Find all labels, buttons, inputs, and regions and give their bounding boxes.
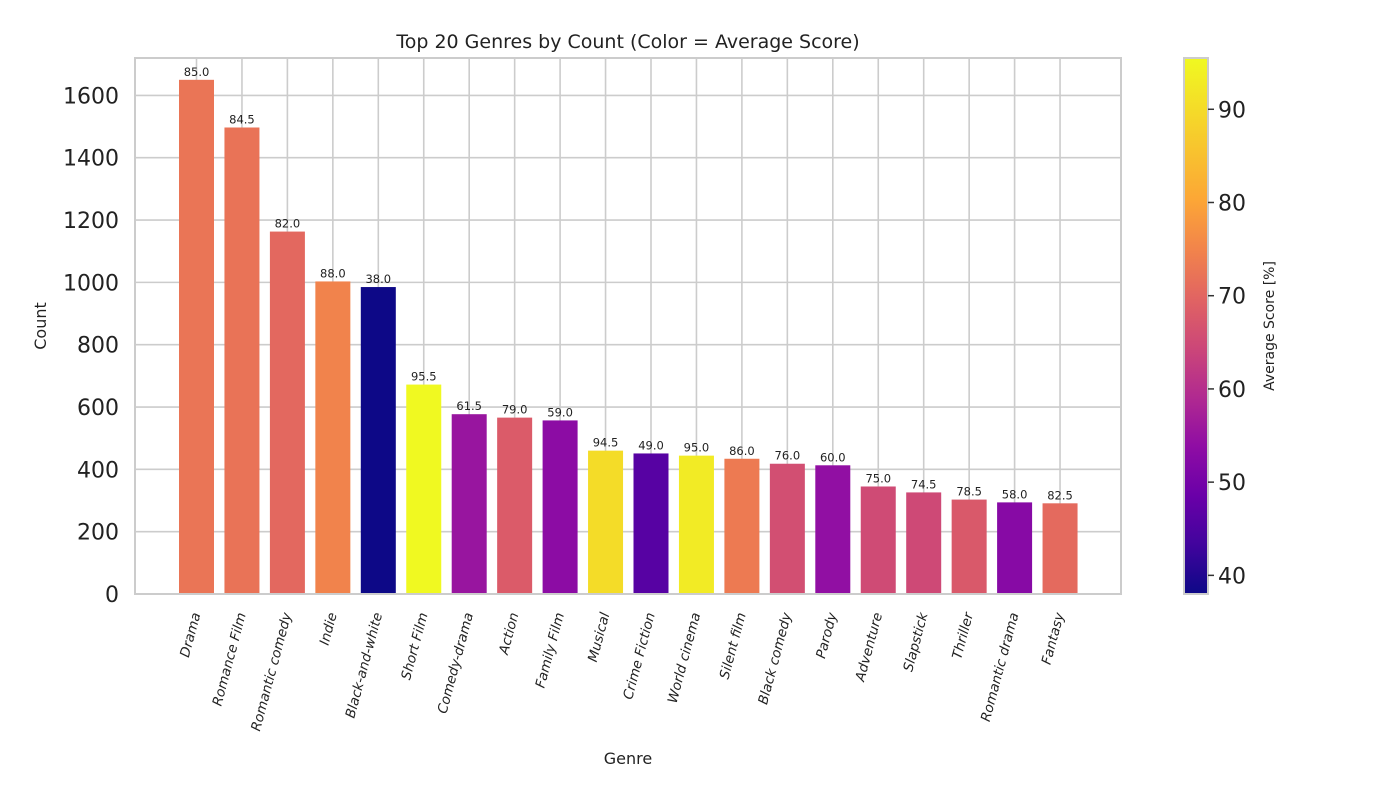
x-tick-label: Black comedy <box>755 610 795 706</box>
bar <box>588 450 624 594</box>
bar <box>906 492 942 594</box>
colorbar-tick-label: 80 <box>1218 191 1246 216</box>
y-tick-label: 1400 <box>63 147 119 172</box>
x-tick-label: Romantic drama <box>978 611 1022 724</box>
bar-data-label: 95.0 <box>684 441 710 455</box>
x-tick-label: Slapstick <box>900 610 931 674</box>
data-labels: 85.0 84.5 82.0 88.0 38.0 95.5 61.5 79.0 59.0 94.5… <box>184 65 1073 503</box>
bar-data-label: 75.0 <box>865 471 891 485</box>
x-tick-label: Romantic comedy <box>248 610 295 733</box>
bar-data-label: 59.0 <box>547 405 573 419</box>
y-tick-label: 600 <box>77 396 119 421</box>
bar <box>542 420 578 594</box>
bar <box>633 453 669 594</box>
x-tick-label: Parody <box>813 610 841 660</box>
colorbar-tick-label: 40 <box>1218 564 1246 589</box>
bar-data-label: 58.0 <box>1002 487 1028 501</box>
x-tick-label: World cinema <box>665 611 705 705</box>
y-axis-label: Count <box>31 302 50 350</box>
y-tick-label: 200 <box>77 521 119 546</box>
bars <box>179 79 1078 594</box>
x-tick-label: Fantasy <box>1039 610 1068 666</box>
y-tick-label: 0 <box>105 583 119 608</box>
colorbar-tick-label: 50 <box>1218 471 1246 496</box>
colorbar-frame <box>1183 57 1209 595</box>
y-tick-label: 1000 <box>63 271 119 296</box>
bar-data-label: 74.5 <box>911 477 937 491</box>
bar <box>678 455 714 594</box>
bar-data-label: 84.5 <box>229 112 255 126</box>
bar-data-label: 79.0 <box>502 403 528 417</box>
bar-data-label: 49.0 <box>638 438 664 452</box>
colorbar-tick-label: 60 <box>1218 378 1246 403</box>
x-tick-label: Romance Film <box>209 611 249 708</box>
colorbar: 40 50 60 70 80 90 Average Score [%] <box>1183 57 1278 595</box>
x-tick-label: Crime Fiction <box>620 611 659 701</box>
colorbar-gradient-low <box>1184 200 1208 594</box>
bar <box>497 417 533 594</box>
x-tick-label: Drama <box>177 611 204 659</box>
bar-data-label: 61.5 <box>456 399 482 413</box>
bar <box>1042 503 1078 594</box>
y-tick-label: 1200 <box>63 209 119 234</box>
x-tick-label: Thriller <box>949 610 977 661</box>
bar-data-label: 82.0 <box>275 217 301 231</box>
x-tick-label: Comedy-drama <box>435 611 477 716</box>
y-tick-label: 800 <box>77 334 119 359</box>
colorbar-label: Average Score [%] <box>1262 261 1278 391</box>
bar <box>360 287 396 594</box>
bar <box>269 231 305 594</box>
bar-data-label: 78.5 <box>956 485 982 499</box>
x-tick-label: Indie <box>317 611 341 647</box>
colorbar-tick-label: 70 <box>1218 285 1246 310</box>
bar <box>315 281 351 594</box>
x-tick-label: Musical <box>585 611 614 664</box>
colorbar-tick-label: 90 <box>1218 98 1246 123</box>
bar <box>451 414 487 594</box>
x-tick-label: Short Film <box>398 611 431 682</box>
colorbar-gradient-high <box>1184 58 1208 201</box>
bar <box>951 499 987 594</box>
bar <box>724 458 760 594</box>
bar-data-label: 85.0 <box>184 65 210 79</box>
bar <box>860 486 896 594</box>
bar <box>179 79 214 594</box>
bar-data-label: 82.5 <box>1047 488 1073 502</box>
bar <box>224 127 260 594</box>
bar <box>997 502 1033 594</box>
x-axis-label: Genre <box>604 749 652 768</box>
x-tick-label: Family Film <box>532 611 567 690</box>
y-tick-label: 400 <box>77 458 119 483</box>
bar-data-label: 94.5 <box>593 436 619 450</box>
bar <box>406 384 442 594</box>
chart-title: Top 20 Genres by Count (Color = Average … <box>395 31 859 53</box>
y-axis-ticks: 0 200 400 600 800 1000 1200 1400 1600 <box>63 84 119 608</box>
bar-data-label: 76.0 <box>775 449 801 463</box>
x-tick-label: Silent film <box>717 611 750 681</box>
bar-data-label: 60.0 <box>820 450 846 464</box>
bar-data-label: 38.0 <box>365 272 391 286</box>
y-tick-label: 1600 <box>63 84 119 109</box>
x-tick-label: Action <box>496 611 523 657</box>
x-tick-label: Black-and-white <box>343 611 387 720</box>
plot-frame <box>134 57 1122 595</box>
x-tick-label: Adventure <box>852 611 886 684</box>
bar-data-label: 95.5 <box>411 370 437 384</box>
colorbar-ticks: 40 50 60 70 80 90 <box>1208 98 1246 589</box>
bar-data-label: 86.0 <box>729 444 755 458</box>
bar <box>769 463 805 594</box>
bar <box>815 465 851 594</box>
bar-data-label: 88.0 <box>320 266 346 280</box>
